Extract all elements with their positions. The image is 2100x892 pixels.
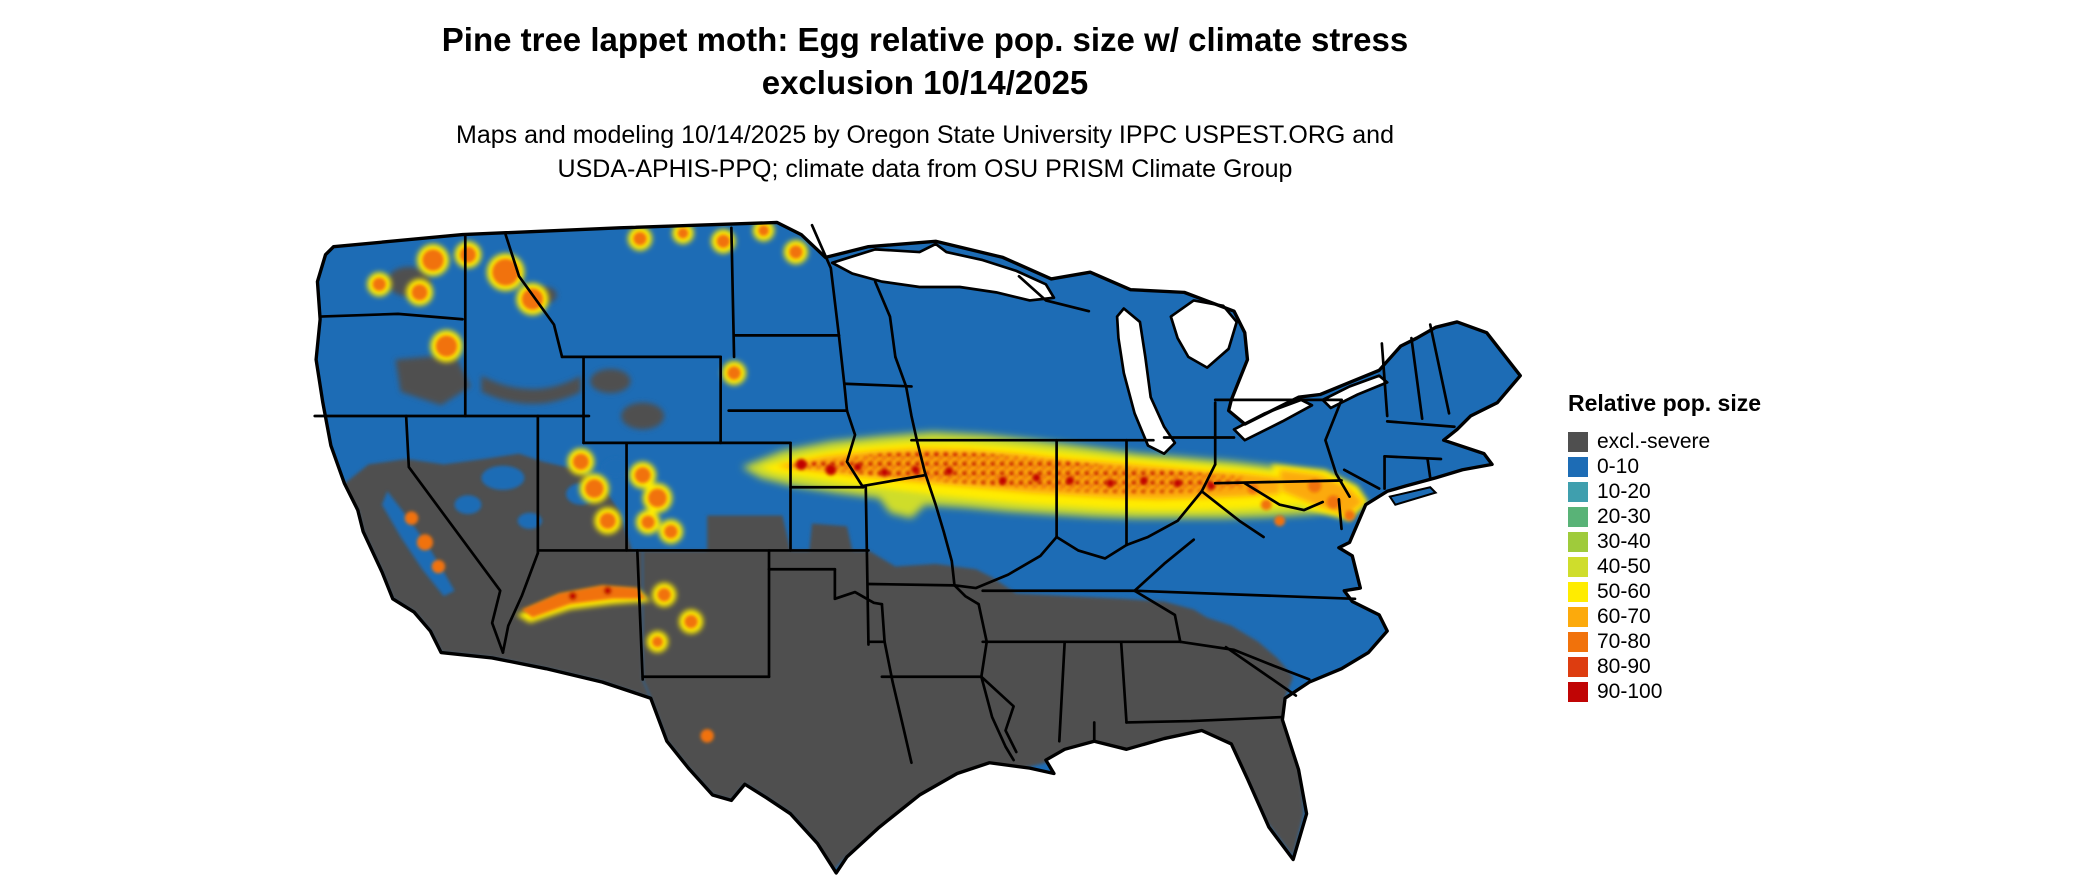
lake-michigan	[1115, 307, 1177, 455]
legend-item: 20-30	[1568, 504, 1761, 529]
legend-item: 50-60	[1568, 579, 1761, 604]
legend-item-label: excl.-severe	[1597, 430, 1711, 453]
legend-swatch	[1568, 456, 1588, 477]
legend-item: 0-10	[1568, 454, 1761, 479]
legend-item-label: 50-60	[1597, 580, 1651, 603]
great-lakes	[830, 242, 1389, 455]
exclusion-region-southeast	[642, 515, 1304, 871]
heat-band-speckle	[787, 452, 1243, 493]
state-borders	[313, 223, 1456, 765]
legend-item-label: 10-20	[1597, 480, 1651, 503]
long-island	[1388, 486, 1438, 506]
heat-band-red-cores	[795, 459, 1216, 490]
figure-subtitle-line1: Maps and modeling 10/14/2025 by Oregon S…	[456, 121, 1394, 149]
legend-item-label: 90-100	[1597, 680, 1663, 703]
figure-header: Pine tree lappet moth: Egg relative pop.…	[0, 18, 1850, 186]
legend-item: 10-20	[1568, 479, 1761, 504]
legend-title: Relative pop. size	[1568, 390, 1762, 416]
legend-swatch	[1568, 481, 1588, 502]
figure-title: Pine tree lappet moth: Egg relative pop.…	[0, 18, 1850, 104]
figure-subtitle-line2: USDA-APHIS-PPQ; climate data from OSU PR…	[557, 155, 1293, 183]
legend-swatch	[1568, 631, 1588, 652]
legend-item: 80-90	[1568, 654, 1761, 679]
legend-item-label: 30-40	[1597, 530, 1651, 553]
figure-subtitle: Maps and modeling 10/14/2025 by Oregon S…	[0, 118, 1850, 186]
legend-swatch	[1568, 681, 1588, 702]
map-area	[304, 198, 1527, 884]
legend-swatch	[1568, 556, 1588, 577]
legend-swatch	[1568, 531, 1588, 552]
exclusion-region-southwest	[341, 453, 651, 699]
legend-item: 30-40	[1568, 529, 1761, 554]
legend-swatch	[1568, 506, 1588, 527]
legend-item: 70-80	[1568, 629, 1761, 654]
legend-item-label: 80-90	[1597, 655, 1651, 678]
us-map	[313, 220, 1522, 875]
legend-swatch	[1568, 581, 1588, 602]
figure-title-line2: exclusion 10/14/2025	[761, 64, 1089, 101]
figure-title-line1: Pine tree lappet moth: Egg relative pop.…	[441, 21, 1409, 58]
legend: Relative pop. size excl.-severe 0-10 10-20…	[1568, 390, 1761, 704]
legend-swatch	[1568, 606, 1588, 627]
legend-item-label: 60-70	[1597, 605, 1651, 628]
lake-superior	[830, 242, 1056, 302]
legend-item: 90-100	[1568, 679, 1761, 704]
lake-huron	[1169, 299, 1239, 369]
legend-item: 40-50	[1568, 554, 1761, 579]
legend-rows: excl.-severe 0-10 10-20 20-30 30-40 40-50 50-6…	[1568, 429, 1761, 704]
legend-item: excl.-severe	[1568, 429, 1761, 454]
legend-item-label: 70-80	[1597, 630, 1651, 653]
legend-item-label: 20-30	[1597, 505, 1651, 528]
legend-item-label: 0-10	[1597, 455, 1640, 478]
west-hotspot-cores	[372, 225, 834, 743]
legend-swatch	[1568, 431, 1588, 452]
legend-item: 60-70	[1568, 604, 1761, 629]
legend-swatch	[1568, 656, 1588, 677]
legend-item-label: 40-50	[1597, 555, 1651, 578]
